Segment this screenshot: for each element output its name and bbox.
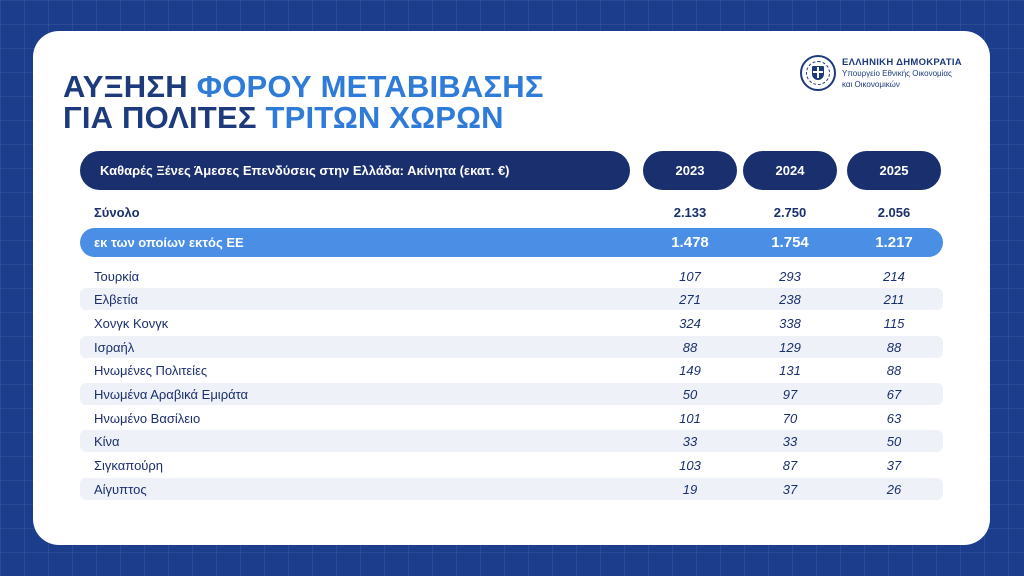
title-line-1-dark: ΑΥΞΗΣΗ (63, 69, 197, 104)
total-2024: 2.750 (773, 204, 807, 220)
value-2023: 103 (679, 457, 701, 473)
logo-line-1: ΕΛΛΗΝΙΚΗ ΔΗΜΟΚΡΑΤΙΑ (842, 57, 962, 68)
value-2024: 37 (782, 481, 798, 497)
value-2024: 87 (782, 457, 798, 473)
table-row: Αίγυπτος 19 37 26 (80, 478, 943, 500)
content-card: ΑΥΞΗΣΗ ΦΟΡΟΥ ΜΕΤΑΒΙΒΑΣΗΣ ΓΙΑ ΠΟΛΙΤΕΣ ΤΡΙ… (33, 31, 990, 545)
total-2025: 2.056 (877, 204, 911, 220)
title-line-1-accent: ΦΟΡΟΥ ΜΕΤΑΒΙΒΑΣΗΣ (196, 69, 544, 104)
value-2023: 33 (682, 433, 698, 449)
country-label: Ηνωμένες Πολιτείες (94, 362, 208, 378)
value-2023: 107 (679, 268, 701, 284)
value-2024: 338 (779, 315, 801, 331)
table-header-title: Καθαρές Ξένες Άμεσες Επενδύσεις στην Ελλ… (80, 151, 630, 190)
table-row: Κίνα 33 33 50 (80, 430, 943, 452)
value-2024: 97 (782, 386, 798, 402)
value-2023: 88 (682, 339, 698, 355)
year-header-2025: 2025 (847, 151, 941, 190)
country-label: Κίνα (94, 433, 120, 449)
country-label: Σιγκαπούρη (94, 457, 164, 473)
ministry-logo: ΕΛΛΗΝΙΚΗ ΔΗΜΟΚΡΑΤΙΑ Υπουργείο Εθνικής Οι… (800, 55, 970, 97)
value-2025: 67 (886, 386, 902, 402)
title-line-1: ΑΥΞΗΣΗ ΦΟΡΟΥ ΜΕΤΑΒΙΒΑΣΗΣ (63, 71, 544, 102)
value-2023: 149 (679, 362, 701, 378)
total-label: Σύνολο (94, 204, 140, 220)
title-line-2-accent: ΤΡΙΤΩΝ ΧΩΡΩΝ (265, 100, 504, 135)
country-label: Αίγυπτος (94, 481, 147, 497)
value-2025: 211 (883, 291, 905, 307)
value-2025: 50 (886, 433, 902, 449)
value-2025: 37 (886, 457, 902, 473)
value-2025: 63 (886, 410, 902, 426)
table-row: Σιγκαπούρη 103 87 37 (80, 454, 943, 476)
greek-seal-icon (800, 55, 836, 91)
non-eu-2024: 1.754 (771, 234, 809, 251)
value-2023: 101 (679, 410, 701, 426)
logo-line-3: και Οικονομικών (842, 80, 900, 89)
table-row: Ηνωμένα Αραβικά Εμιράτα 50 97 67 (80, 383, 943, 405)
value-2024: 131 (779, 362, 801, 378)
country-label: Τουρκία (94, 268, 140, 284)
page-title: ΑΥΞΗΣΗ ΦΟΡΟΥ ΜΕΤΑΒΙΒΑΣΗΣ ΓΙΑ ΠΟΛΙΤΕΣ ΤΡΙ… (63, 71, 544, 133)
country-label: Ελβετία (94, 291, 138, 307)
value-2025: 88 (886, 362, 902, 378)
value-2025: 26 (886, 481, 902, 497)
value-2023: 50 (682, 386, 698, 402)
non-eu-2023: 1.478 (671, 234, 709, 251)
value-2023: 271 (679, 291, 701, 307)
value-2023: 19 (682, 481, 698, 497)
year-header-2024: 2024 (743, 151, 837, 190)
value-2024: 238 (779, 291, 801, 307)
year-header-2023: 2023 (643, 151, 737, 190)
table-row: Ισραήλ 88 129 88 (80, 336, 943, 358)
country-label: Ηνωμένο Βασίλειο (94, 410, 201, 426)
total-2023: 2.133 (673, 204, 707, 220)
table-row: Ηνωμένες Πολιτείες 149 131 88 (80, 359, 943, 381)
table-row: Τουρκία 107 293 214 (80, 265, 943, 287)
logo-line-2: Υπουργείο Εθνικής Οικονομίας (842, 69, 952, 78)
country-label: Χονγκ Κονγκ (94, 315, 169, 331)
value-2024: 129 (779, 339, 801, 355)
value-2024: 70 (782, 410, 798, 426)
value-2024: 293 (779, 268, 801, 284)
non-eu-2025: 1.217 (875, 234, 913, 251)
value-2025: 88 (886, 339, 902, 355)
total-row: Σύνολο 2.133 2.750 2.056 (80, 201, 943, 223)
country-label: Ισραήλ (94, 339, 135, 355)
country-label: Ηνωμένα Αραβικά Εμιράτα (94, 386, 249, 402)
value-2024: 33 (782, 433, 798, 449)
value-2025: 115 (883, 315, 905, 331)
title-line-2: ΓΙΑ ΠΟΛΙΤΕΣ ΤΡΙΤΩΝ ΧΩΡΩΝ (63, 102, 544, 133)
table-row: Χονγκ Κονγκ 324 338 115 (80, 312, 943, 334)
non-eu-label: εκ των οποίων εκτός ΕΕ (94, 235, 244, 250)
non-eu-row: εκ των οποίων εκτός ΕΕ 1.478 1.754 1.217 (80, 228, 943, 257)
value-2023: 324 (679, 315, 701, 331)
value-2025: 214 (883, 268, 905, 284)
table-row: Ηνωμένο Βασίλειο 101 70 63 (80, 407, 943, 429)
table-row: Ελβετία 271 238 211 (80, 288, 943, 310)
title-line-2-dark: ΓΙΑ ΠΟΛΙΤΕΣ (63, 100, 266, 135)
logo-text: ΕΛΛΗΝΙΚΗ ΔΗΜΟΚΡΑΤΙΑ Υπουργείο Εθνικής Οι… (842, 57, 962, 90)
